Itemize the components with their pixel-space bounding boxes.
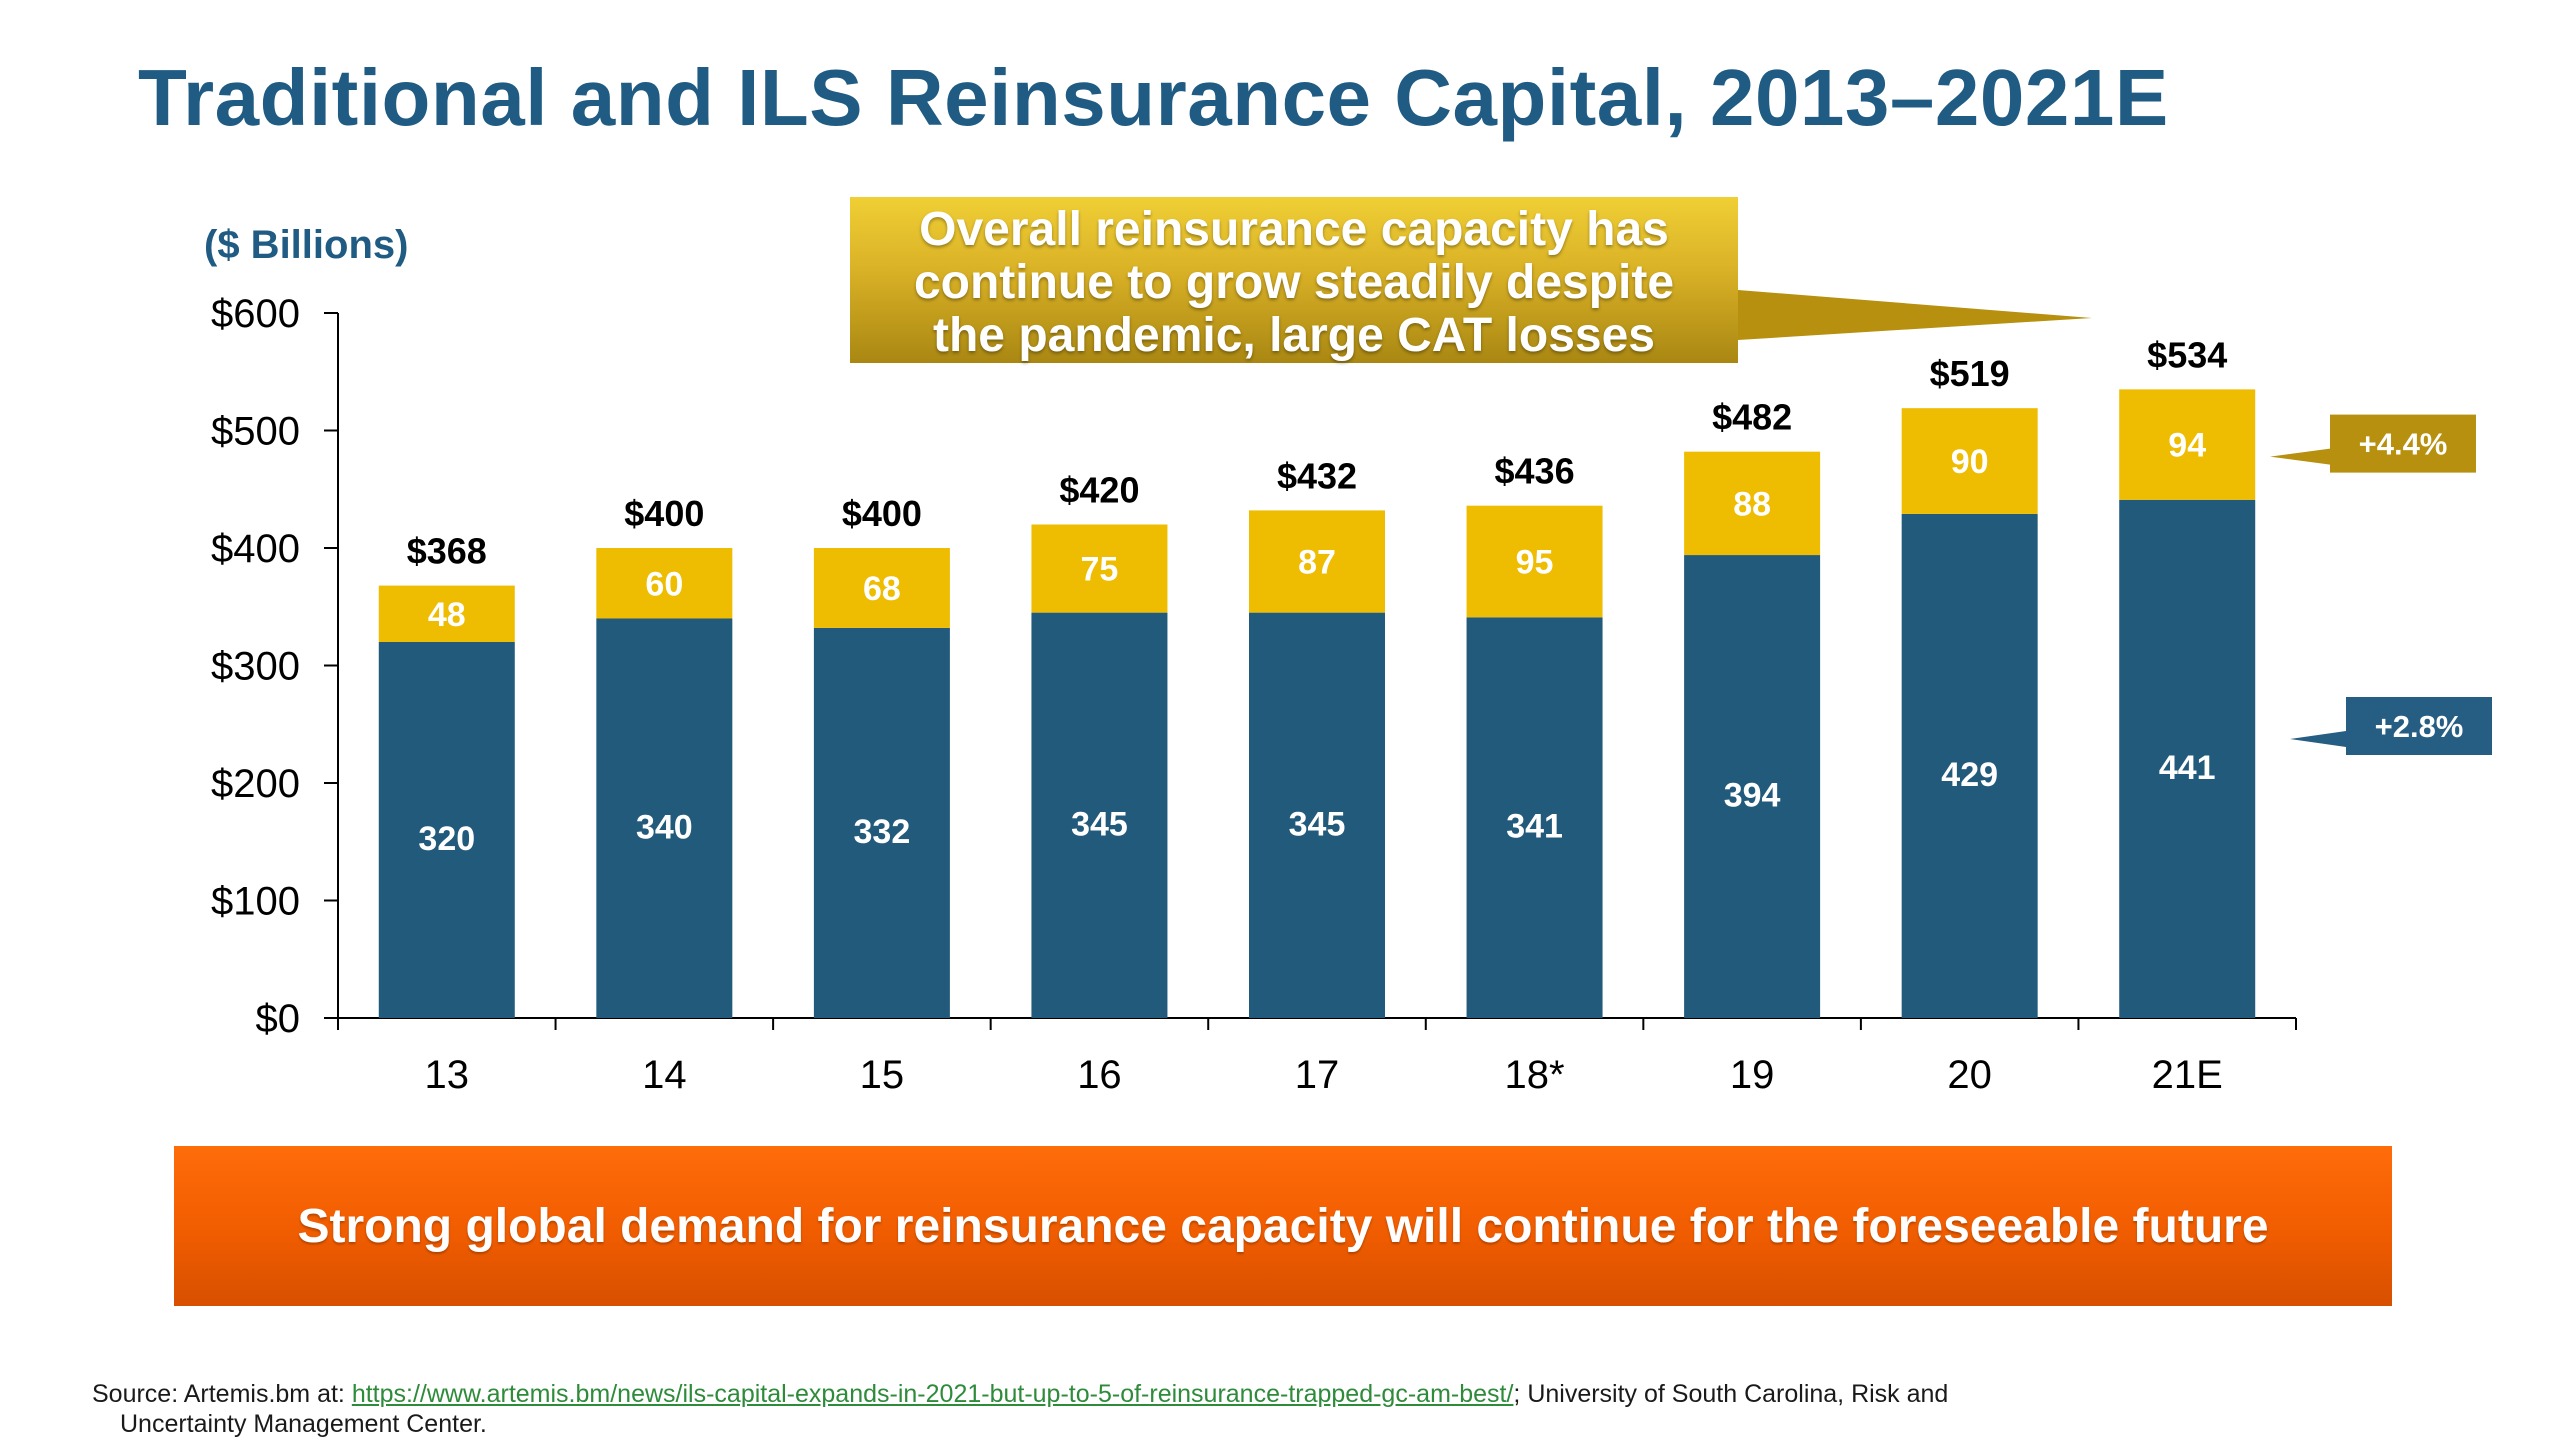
bar-traditional (596, 618, 733, 1018)
data-label-ils: 68 (863, 570, 901, 608)
growth-tag-pointer (2270, 448, 2330, 465)
data-label-total: $400 (842, 493, 922, 534)
growth-tag-ils (2330, 414, 2476, 473)
data-label-ils: 88 (1733, 485, 1771, 523)
page-title: Traditional and ILS Reinsurance Capital,… (138, 53, 2169, 142)
bar-traditional (813, 627, 950, 1018)
bar-traditional (1684, 555, 1821, 1018)
source-line-2: Uncertainty Management Center. (120, 1410, 487, 1438)
data-label-traditional: 320 (418, 820, 475, 858)
callout-box: Overall reinsurance capacity has continu… (850, 197, 1738, 363)
data-label-total: $400 (624, 493, 704, 534)
bar-traditional (1466, 617, 1603, 1018)
source-footnote: Source: Artemis.bm at: https://www.artem… (92, 1379, 1948, 1439)
bar-ils (596, 548, 733, 619)
callout-pointer (1738, 290, 2092, 340)
y-axis-label: ($ Billions) (204, 223, 408, 267)
x-tick-label: 14 (642, 1053, 687, 1097)
bar-traditional (1249, 612, 1385, 1018)
data-label-total: $368 (407, 531, 487, 572)
y-tick-label: $300 (211, 645, 300, 689)
bar-ils (813, 548, 950, 628)
data-label-ils: 75 (1081, 551, 1119, 589)
callout-line: continue to grow steadily despite (913, 256, 1675, 309)
bar-ils (1901, 408, 2038, 514)
y-tick-label: $0 (256, 997, 301, 1041)
x-tick-label: 19 (1730, 1053, 1775, 1097)
data-label-ils: 87 (1298, 544, 1336, 582)
callout-line: the pandemic, large CAT losses (933, 309, 1655, 362)
bar-traditional (1901, 513, 2038, 1018)
growth-label-traditional: +2.8% (2375, 709, 2464, 744)
y-tick-label: $200 (211, 762, 300, 806)
data-label-traditional: 332 (854, 813, 911, 851)
bar-traditional (2119, 499, 2256, 1018)
bar-ils (2119, 389, 2256, 500)
bar-ils (1466, 505, 1603, 618)
x-tick-label: 15 (860, 1053, 905, 1097)
summary-banner: Strong global demand for reinsurance cap… (174, 1146, 2392, 1306)
data-label-total: $482 (1712, 397, 1792, 438)
data-label-ils: 48 (428, 596, 466, 634)
callout-line: Overall reinsurance capacity has (919, 203, 1669, 256)
y-tick-label: $400 (211, 527, 300, 571)
bar-ils (378, 585, 515, 642)
y-tick-label: $500 (211, 410, 300, 454)
data-label-traditional: 441 (2159, 749, 2216, 787)
data-label-total: $436 (1495, 451, 1575, 492)
bar-ils (1249, 510, 1385, 613)
data-label-ils: 95 (1516, 544, 1554, 582)
x-tick-label: 17 (1295, 1053, 1340, 1097)
x-tick-label: 13 (425, 1053, 470, 1097)
data-label-ils: 60 (645, 565, 683, 603)
data-label-traditional: 345 (1289, 805, 1346, 843)
bar-traditional (1031, 612, 1168, 1018)
x-tick-label: 16 (1077, 1053, 1122, 1097)
data-label-total: $534 (2147, 334, 2227, 375)
data-label-total: $432 (1277, 455, 1357, 496)
data-label-total: $420 (1059, 470, 1139, 511)
data-label-traditional: 345 (1071, 805, 1128, 843)
y-tick-label: $100 (211, 880, 300, 924)
bar-ils (1031, 524, 1168, 613)
source-suffix: ; University of South Carolina, Risk and (1513, 1380, 1949, 1408)
source-link[interactable]: https://www.artemis.bm/news/ils-capital-… (351, 1380, 1514, 1408)
data-label-traditional: 340 (636, 808, 693, 846)
data-label-traditional: 341 (1506, 808, 1563, 846)
data-label-traditional: 394 (1724, 777, 1781, 815)
x-tick-label: 18* (1505, 1053, 1565, 1097)
x-tick-label: 20 (1947, 1053, 1992, 1097)
x-tick-label: 21E (2152, 1053, 2223, 1097)
data-label-total: $519 (1930, 353, 2010, 394)
data-label-ils: 94 (2168, 427, 2206, 465)
growth-label-ils: +4.4% (2359, 427, 2448, 462)
growth-tag-traditional (2346, 697, 2492, 755)
y-tick-label: $600 (211, 292, 300, 336)
bar-ils (1684, 451, 1821, 556)
bar-traditional (378, 642, 515, 1018)
data-label-traditional: 429 (1941, 756, 1998, 794)
data-label-ils: 90 (1951, 443, 1989, 481)
growth-tag-pointer (2290, 731, 2346, 747)
source-prefix: Source: Artemis.bm at: (92, 1380, 352, 1408)
